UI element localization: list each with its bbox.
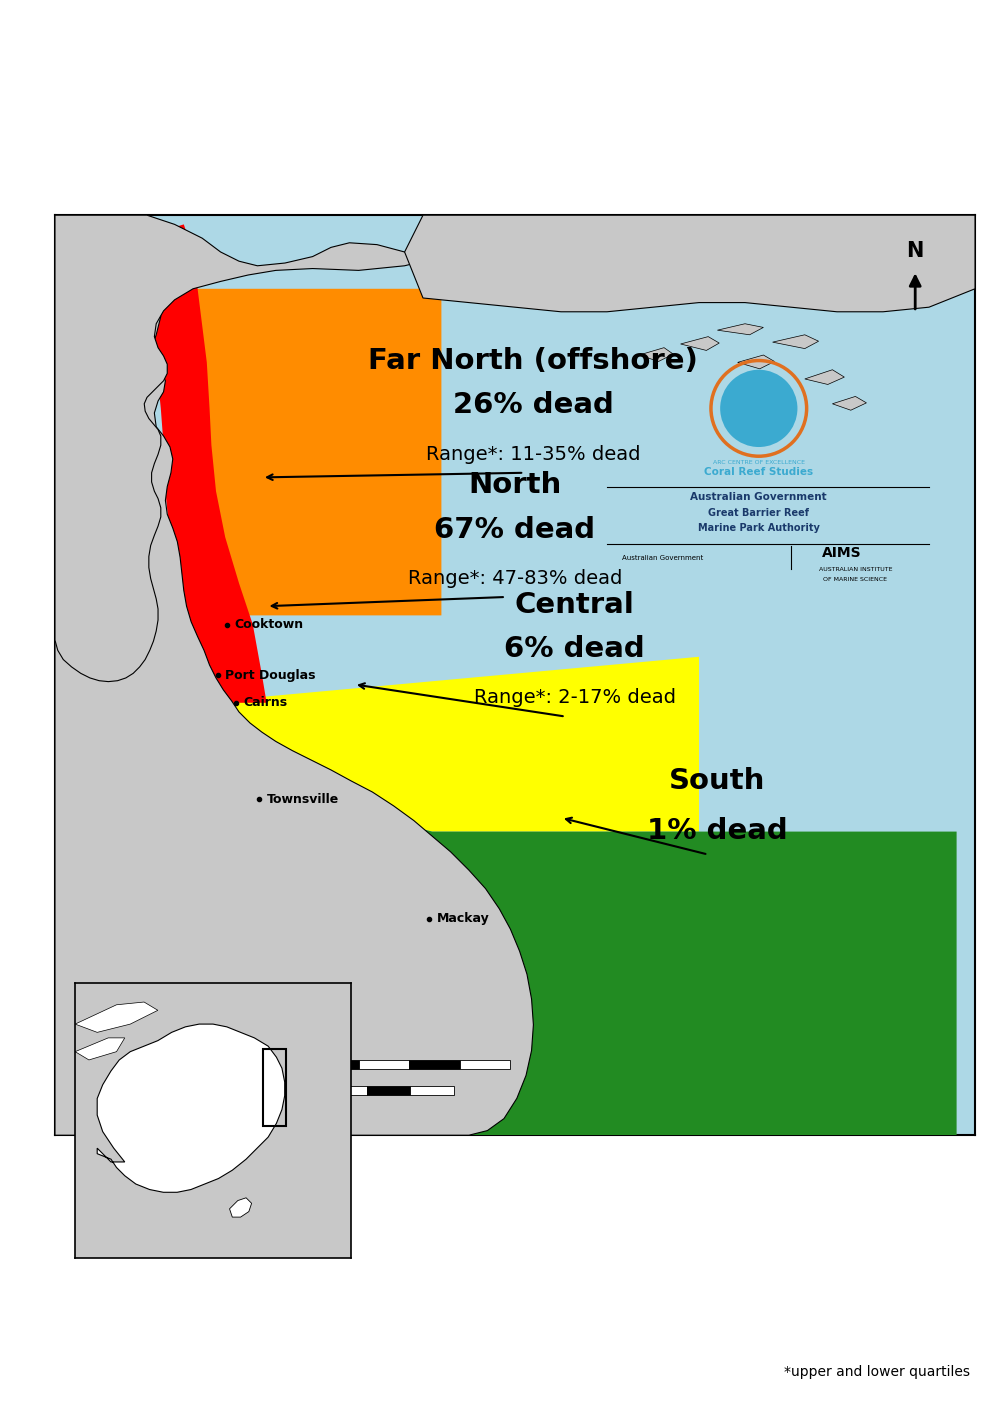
Text: Coral Reef Studies: Coral Reef Studies	[704, 467, 813, 477]
Bar	[410, 1086, 454, 1094]
Polygon shape	[405, 215, 975, 311]
Text: AIMS: AIMS	[822, 546, 861, 560]
Text: Range*: 11-35% dead: Range*: 11-35% dead	[426, 444, 641, 464]
Bar	[359, 1059, 409, 1069]
Polygon shape	[773, 335, 819, 349]
Bar	[106, 1086, 149, 1094]
Text: Mackay: Mackay	[437, 912, 490, 926]
Text: 26% dead: 26% dead	[453, 392, 614, 420]
Bar	[308, 1059, 359, 1069]
Text: Townsville: Townsville	[267, 793, 339, 806]
Text: 0         75          150                              300 Miles: 0 75 150 300 Miles	[106, 1068, 390, 1080]
Text: 1% dead: 1% dead	[647, 817, 788, 846]
Polygon shape	[170, 288, 441, 615]
Polygon shape	[805, 369, 844, 385]
Polygon shape	[198, 656, 699, 831]
Polygon shape	[75, 1003, 158, 1032]
Text: Range*: 2-17% dead: Range*: 2-17% dead	[474, 689, 676, 707]
Polygon shape	[75, 1038, 125, 1060]
Polygon shape	[738, 355, 774, 369]
Bar	[257, 1059, 308, 1069]
Text: Cooktown: Cooktown	[234, 618, 304, 631]
Text: 0            125            250                              500 Kilometers: 0 125 250 500 Kilometers	[106, 1041, 449, 1055]
Text: Australian Government: Australian Government	[690, 492, 827, 502]
Bar	[409, 1059, 460, 1069]
Bar	[280, 1086, 323, 1094]
Bar	[460, 1059, 510, 1069]
Bar	[323, 1086, 367, 1094]
Text: AUSTRALIAN INSTITUTE: AUSTRALIAN INSTITUTE	[819, 567, 892, 573]
Polygon shape	[55, 215, 533, 1135]
Text: ARC CENTRE OF EXCELLENCE: ARC CENTRE OF EXCELLENCE	[713, 460, 805, 465]
Circle shape	[720, 369, 797, 447]
Bar	[106, 1059, 156, 1069]
Bar	[207, 1059, 257, 1069]
Text: South: South	[669, 766, 766, 795]
Text: Range*: 47-83% dead: Range*: 47-83% dead	[408, 568, 622, 588]
Text: 6% dead: 6% dead	[504, 635, 645, 663]
Text: Far North (offshore): Far North (offshore)	[368, 348, 698, 375]
Bar	[149, 1086, 193, 1094]
Bar	[156, 1059, 207, 1069]
Polygon shape	[97, 1024, 285, 1192]
Text: Marine Park Authority: Marine Park Authority	[698, 523, 820, 533]
Text: N: N	[907, 242, 924, 262]
Polygon shape	[55, 215, 423, 682]
Text: North: North	[468, 471, 562, 499]
Text: 67% dead: 67% dead	[434, 516, 596, 543]
Bar	[263, 1049, 286, 1126]
Polygon shape	[124, 225, 267, 703]
Bar	[236, 1086, 280, 1094]
Polygon shape	[832, 396, 866, 410]
Text: Central: Central	[515, 591, 635, 619]
Text: *upper and lower quartiles: *upper and lower quartiles	[784, 1365, 970, 1379]
Bar	[193, 1086, 236, 1094]
Text: OF MARINE SCIENCE: OF MARINE SCIENCE	[823, 577, 887, 583]
Polygon shape	[717, 324, 763, 335]
Text: Great Barrier Reef: Great Barrier Reef	[708, 508, 809, 518]
Polygon shape	[55, 823, 957, 1135]
Text: Australian Government: Australian Government	[622, 556, 703, 561]
Text: Port Douglas: Port Douglas	[225, 669, 316, 682]
Polygon shape	[639, 348, 673, 362]
Polygon shape	[681, 337, 719, 351]
Text: Cairns: Cairns	[244, 696, 288, 710]
Bar	[367, 1086, 410, 1094]
Polygon shape	[230, 1198, 252, 1217]
